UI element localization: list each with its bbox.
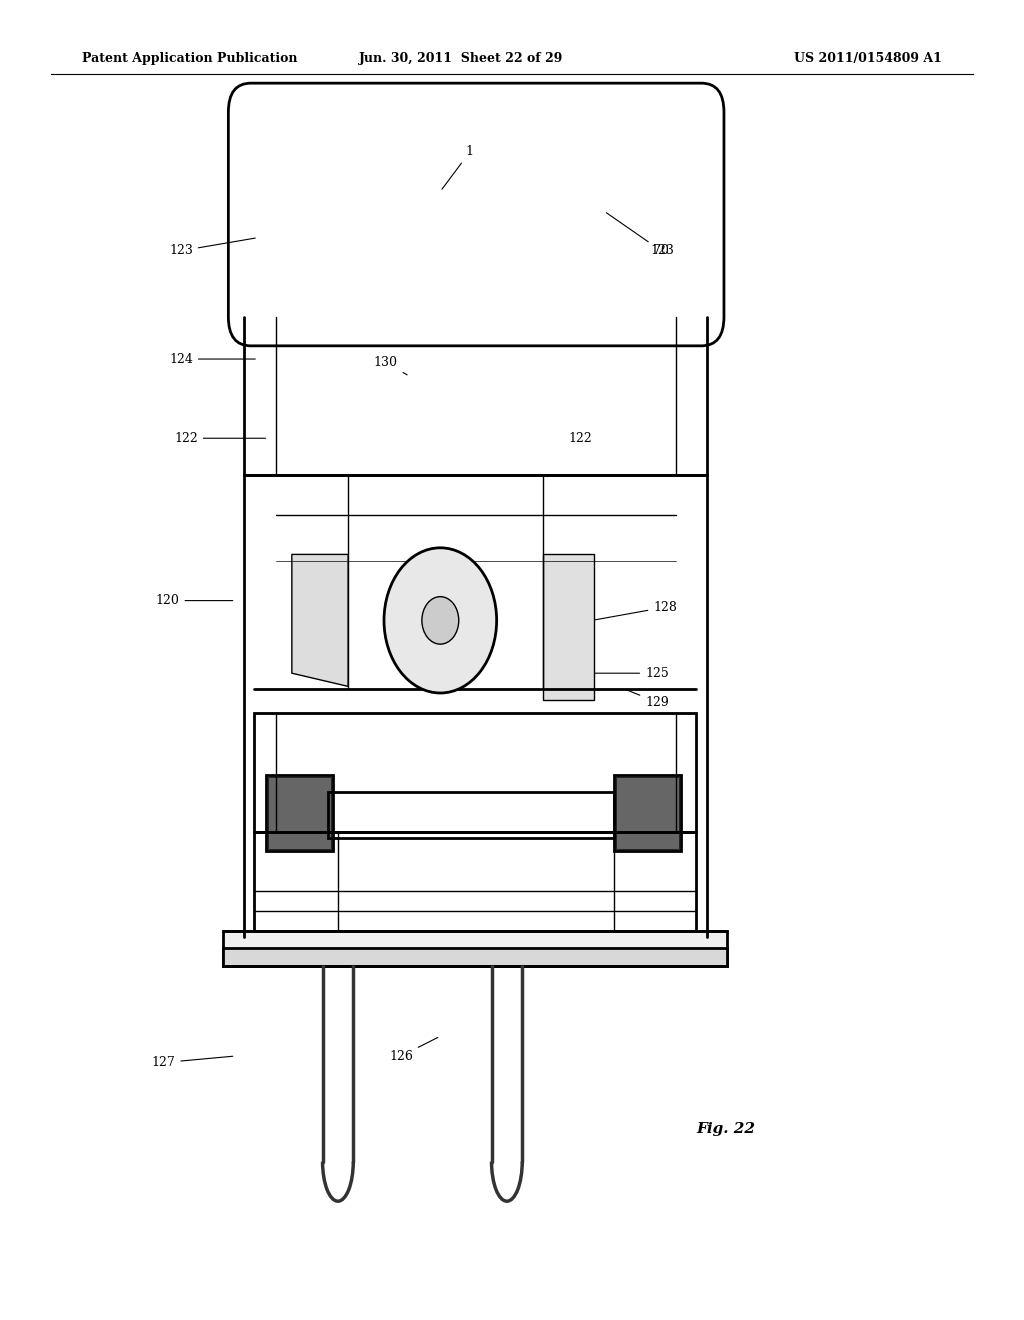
Circle shape <box>422 597 459 644</box>
FancyBboxPatch shape <box>616 777 679 849</box>
Text: 125: 125 <box>595 667 669 680</box>
FancyBboxPatch shape <box>223 931 727 966</box>
FancyBboxPatch shape <box>456 191 476 231</box>
FancyBboxPatch shape <box>228 83 724 346</box>
Text: Fig. 22: Fig. 22 <box>696 1122 756 1135</box>
Polygon shape <box>292 554 348 686</box>
FancyBboxPatch shape <box>418 191 438 231</box>
Text: 127: 127 <box>152 1056 232 1069</box>
FancyBboxPatch shape <box>223 948 727 966</box>
Text: 124: 124 <box>169 352 255 366</box>
Text: Jun. 30, 2011  Sheet 22 of 29: Jun. 30, 2011 Sheet 22 of 29 <box>358 51 563 65</box>
Text: 129: 129 <box>628 690 669 709</box>
FancyBboxPatch shape <box>268 777 331 849</box>
FancyBboxPatch shape <box>266 775 333 851</box>
Text: 123: 123 <box>650 244 674 257</box>
Polygon shape <box>543 554 594 700</box>
Text: 122: 122 <box>174 432 265 445</box>
Text: 70: 70 <box>606 213 670 257</box>
Text: US 2011/0154809 A1: US 2011/0154809 A1 <box>795 51 942 65</box>
FancyBboxPatch shape <box>532 191 553 231</box>
FancyBboxPatch shape <box>495 191 515 231</box>
Text: 128: 128 <box>595 601 677 620</box>
Text: 123: 123 <box>169 238 255 257</box>
Text: 1: 1 <box>442 145 474 189</box>
Text: Patent Application Publication: Patent Application Publication <box>82 51 297 65</box>
FancyBboxPatch shape <box>379 191 399 231</box>
Circle shape <box>384 548 497 693</box>
FancyBboxPatch shape <box>614 775 681 851</box>
Text: 120: 120 <box>156 594 232 607</box>
Text: 122: 122 <box>568 432 592 445</box>
Text: 126: 126 <box>389 1038 438 1063</box>
Text: 130: 130 <box>374 356 408 375</box>
